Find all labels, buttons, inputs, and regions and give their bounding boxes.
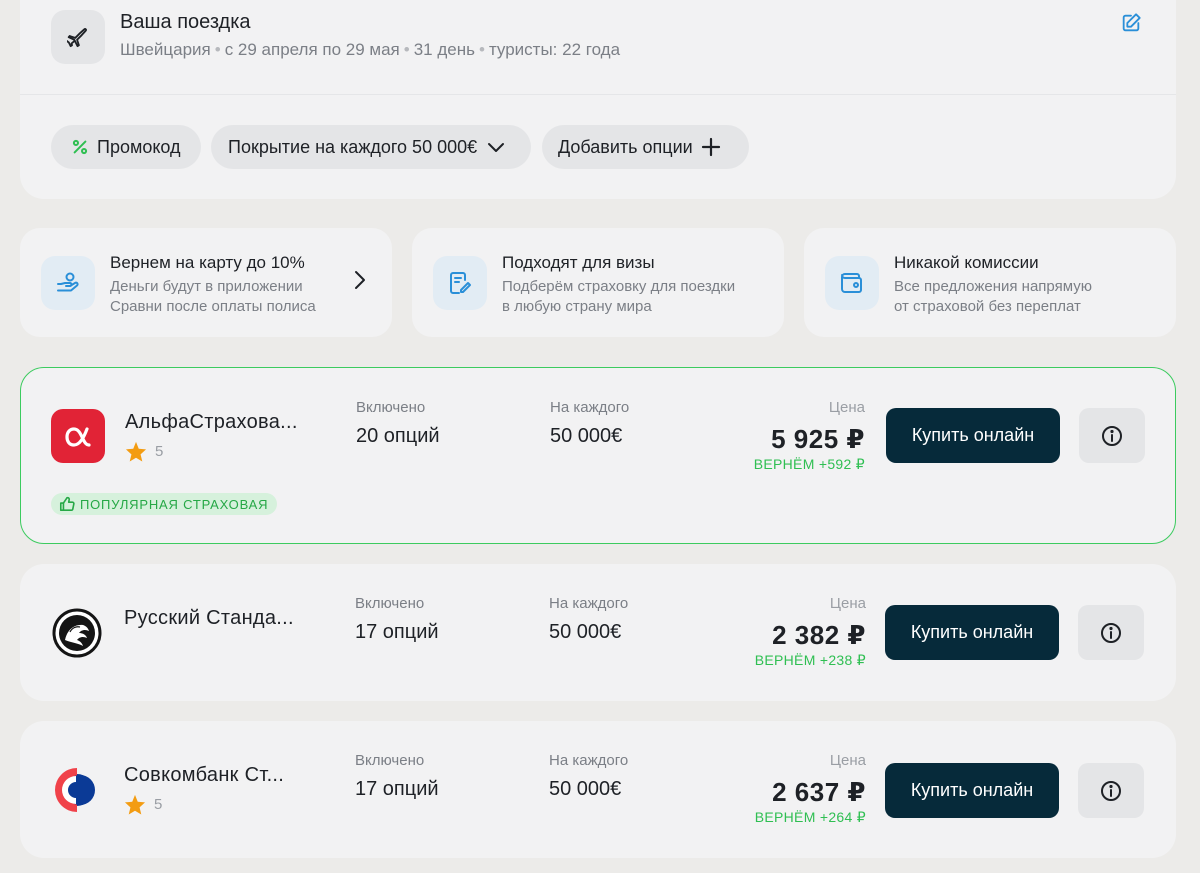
feature-cashback[interactable]: Вернем на карту до 10% Деньги будут в пр…	[20, 228, 392, 337]
info-icon	[1101, 622, 1121, 643]
company-name: АльфаСтрахова...	[125, 411, 298, 433]
feature-description-line: Все предложения напрямую	[894, 278, 1092, 295]
coverage-dropdown[interactable]: Покрытие на каждого 50 000€	[211, 125, 531, 169]
chevron-down-icon	[488, 143, 505, 152]
feature-title: Вернем на карту до 10%	[110, 253, 305, 272]
hand-coin-icon	[41, 256, 95, 310]
trip-duration: 31 день	[413, 40, 475, 59]
included-label: Включено	[356, 399, 426, 416]
wallet-icon	[825, 256, 879, 310]
per-person-value: 50 000€	[549, 621, 622, 643]
airplane-icon	[51, 10, 105, 64]
trip-country: Швейцария	[120, 40, 211, 59]
price-label: Цена	[828, 399, 865, 416]
feature-visa: Подходят для визы Подберём страховку для…	[412, 228, 784, 337]
feature-description: Подберём страховку для поездки в любую с…	[502, 277, 735, 317]
edit-icon[interactable]	[1120, 12, 1144, 36]
cashback-amount: ВЕРНЁМ +264 ₽	[754, 809, 866, 825]
included-value: 17 опций	[355, 778, 439, 800]
document-pen-icon	[433, 256, 487, 310]
feature-description-line: Подберём страховку для поездки	[502, 278, 736, 295]
feature-title: Никакой комиссии	[894, 253, 1039, 272]
price: 2 637 ₽	[772, 777, 866, 807]
cashback-amount: ВЕРНЁМ +592 ₽	[753, 456, 865, 472]
buy-online-button[interactable]: Купить онлайн	[886, 408, 1060, 463]
rating: 5	[124, 794, 162, 815]
price-label: Цена	[829, 595, 866, 612]
company-name: Русский Станда...	[124, 607, 294, 629]
per-person-label: На каждого	[549, 752, 629, 769]
per-person-value: 50 000€	[549, 778, 622, 800]
trip-details: Швейцария • с 29 апреля по 29 мая • 31 день •…	[120, 40, 621, 59]
russian-standard-logo	[50, 606, 104, 660]
feature-description-line: от страховой без переплат	[894, 298, 1081, 315]
percent-icon	[72, 139, 88, 155]
feature-description: Все предложения напрямую от страховой бе…	[894, 277, 1092, 317]
sovcombank-logo	[50, 763, 104, 817]
trip-card: Ваша поездка Швейцария • с 29 апреля по 29…	[20, 0, 1176, 199]
star-icon	[125, 441, 147, 462]
info-button[interactable]	[1078, 763, 1144, 818]
feature-description-line: в любую страну мира	[502, 298, 652, 315]
promo-code-chip[interactable]: Промокод	[51, 125, 201, 169]
per-person-label: На каждого	[549, 595, 629, 612]
info-icon	[1102, 425, 1122, 446]
price: 2 382 ₽	[772, 620, 866, 650]
feature-description-line: Деньги будут в приложении	[110, 278, 303, 295]
included-value: 17 опций	[355, 621, 439, 643]
included-label: Включено	[355, 752, 425, 769]
rating-value: 5	[155, 443, 164, 460]
coverage-label: Покрытие на каждого 50 000€	[228, 136, 478, 157]
offer-card-alfa[interactable]: АльфаСтрахова... 5 Включено 20 опций На …	[20, 367, 1176, 544]
price-label: Цена	[829, 752, 866, 769]
feature-no-commission: Никакой комиссии Все предложения напряму…	[804, 228, 1176, 337]
included-value: 20 опций	[356, 425, 440, 447]
info-button[interactable]	[1079, 408, 1145, 463]
alfa-logo	[51, 409, 105, 463]
price: 5 925 ₽	[771, 424, 865, 454]
offer-card-sovcombank[interactable]: Совкомбанк Ст... 5 Включено 17 опций На …	[20, 721, 1176, 858]
per-person-label: На каждого	[550, 399, 630, 416]
star-icon	[124, 794, 146, 815]
feature-description: Деньги будут в приложении Сравни после о…	[110, 277, 316, 317]
trip-title: Ваша поездка	[120, 11, 251, 33]
info-icon	[1101, 780, 1121, 801]
divider	[20, 94, 1176, 95]
add-options-button[interactable]: Добавить опции	[542, 125, 749, 169]
add-options-label: Добавить опции	[558, 136, 693, 157]
rating-value: 5	[154, 796, 163, 813]
trip-dates: с 29 апреля по 29 мая	[224, 40, 400, 59]
buy-online-button[interactable]: Купить онлайн	[885, 763, 1059, 818]
trip-tourists: туристы: 22 года	[488, 40, 621, 59]
chevron-right-icon	[355, 271, 365, 289]
rating: 5	[125, 441, 163, 462]
promo-code-label: Промокод	[97, 136, 181, 157]
thumbs-up-icon	[59, 496, 75, 512]
feature-description-line: Сравни после оплаты полиса	[110, 298, 316, 315]
company-name: Совкомбанк Ст...	[124, 764, 285, 786]
plus-icon	[701, 137, 720, 157]
offer-card-russian-standard[interactable]: Русский Станда... Включено 17 опций На к…	[20, 564, 1176, 701]
per-person-value: 50 000€	[550, 425, 623, 447]
feature-title: Подходят для визы	[502, 253, 655, 272]
badge-label: ПОПУЛЯРНАЯ СТРАХОВАЯ	[80, 496, 269, 512]
popular-insurer-badge: ПОПУЛЯРНАЯ СТРАХОВАЯ	[51, 493, 278, 515]
buy-online-button[interactable]: Купить онлайн	[885, 605, 1059, 660]
info-button[interactable]	[1078, 605, 1144, 660]
included-label: Включено	[355, 595, 425, 612]
cashback-amount: ВЕРНЁМ +238 ₽	[754, 652, 866, 668]
